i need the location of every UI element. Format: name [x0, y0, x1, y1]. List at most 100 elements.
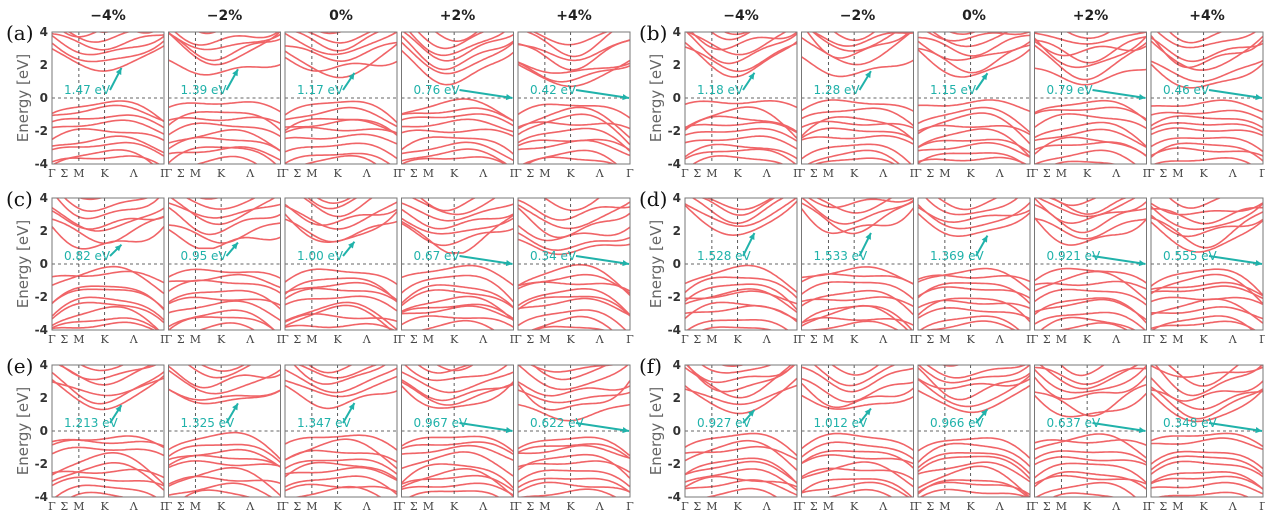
gap-arrow-head — [981, 73, 988, 81]
band-line — [52, 45, 164, 72]
band-line — [918, 282, 1030, 305]
k-point-label: Γ — [48, 500, 56, 513]
k-point-label: Γ — [160, 500, 168, 513]
band-line — [1154, 365, 1263, 397]
band-line — [401, 148, 508, 164]
band-line — [518, 238, 630, 256]
band-line — [801, 56, 914, 78]
band-line — [401, 463, 514, 489]
y-axis-label: Energy [eV] — [14, 54, 32, 142]
gap-arrow-head — [115, 405, 122, 413]
k-point-label: K — [734, 333, 743, 346]
band-line — [401, 107, 514, 122]
band-gap-label: 0.46 eV — [1163, 83, 1210, 97]
k-point-label: M — [539, 167, 550, 180]
band-line — [1034, 217, 1147, 246]
band-line — [918, 455, 1030, 480]
k-point-label: Γ — [626, 167, 634, 180]
k-point-label: Λ — [129, 500, 139, 513]
band-line — [518, 460, 630, 474]
k-point-label: Γ — [160, 333, 168, 346]
band-line — [285, 304, 393, 330]
y-tick-label: -2 — [668, 457, 681, 471]
band-gap-label: 1.15 eV — [930, 83, 977, 97]
band-line — [401, 214, 514, 254]
band-line — [918, 465, 1030, 497]
band-line — [1065, 32, 1111, 39]
k-point-label: K — [217, 500, 226, 513]
band-line — [685, 276, 797, 299]
band-line — [419, 319, 496, 330]
band-line — [719, 365, 745, 367]
band-line — [722, 32, 750, 36]
k-point-label: K — [217, 333, 226, 346]
k-point-label: Σ — [926, 500, 934, 513]
k-point-label: Γ — [798, 167, 806, 180]
band-line — [285, 295, 397, 312]
band-line — [518, 469, 630, 488]
band-line — [518, 121, 630, 130]
band-subplot: Γ Σ M K Λ Γ1.18 eV — [681, 31, 801, 180]
band-line — [918, 128, 1030, 158]
gap-arrow-head — [747, 409, 755, 417]
k-point-label: Γ — [798, 333, 806, 346]
k-point-label: Λ — [1228, 333, 1238, 346]
y-tick-label: 4 — [40, 358, 48, 372]
band-line — [1034, 198, 1147, 225]
y-tick-label: 0 — [40, 424, 48, 438]
subplot-frame — [1150, 31, 1264, 165]
band-line — [1151, 281, 1263, 297]
band-line — [801, 32, 913, 66]
band-line — [806, 320, 900, 330]
band-line — [518, 488, 618, 497]
subplot-frame — [684, 364, 798, 498]
band-line — [52, 119, 164, 135]
gap-arrow — [1208, 89, 1263, 99]
band-line — [801, 296, 914, 308]
k-point-label: Λ — [245, 500, 255, 513]
y-tick-label: 2 — [673, 224, 681, 238]
band-line — [285, 106, 397, 128]
band-line — [685, 42, 797, 73]
band-line — [518, 103, 630, 119]
band-line — [401, 379, 514, 402]
k-point-label: Γ — [48, 333, 56, 346]
k-point-label: Λ — [995, 167, 1005, 180]
band-line — [285, 201, 397, 230]
band-line — [285, 117, 397, 136]
y-tick-label: -2 — [35, 290, 48, 304]
band-line — [401, 136, 514, 155]
band-line — [200, 365, 246, 372]
band-line — [918, 442, 1030, 468]
band-line — [401, 35, 514, 71]
band-line — [401, 371, 514, 394]
band-line — [518, 127, 630, 152]
k-point-label: Σ — [410, 333, 418, 346]
band-line — [285, 56, 397, 72]
band-line — [401, 156, 507, 164]
band-line — [401, 118, 514, 133]
subplot-frame — [168, 364, 281, 498]
band-line — [518, 113, 630, 146]
band-line — [408, 32, 506, 57]
band-line — [285, 367, 397, 394]
y-tick-label: 4 — [40, 191, 48, 205]
band-line — [685, 365, 796, 384]
subplot-frame — [1150, 364, 1264, 498]
band-line — [518, 232, 630, 252]
band-line — [52, 114, 164, 129]
band-line — [518, 444, 630, 459]
band-line — [919, 315, 1021, 330]
band-line — [1034, 35, 1147, 69]
band-subplot: Γ Σ M K Λ Γ0.79 eV — [1031, 31, 1151, 180]
band-line — [408, 490, 500, 497]
k-point-label: K — [567, 333, 576, 346]
band-line — [1168, 198, 1222, 209]
band-line — [1034, 383, 1147, 417]
band-line — [401, 49, 514, 86]
band-line — [685, 200, 797, 237]
panel-label: (a) — [6, 21, 34, 45]
band-line — [401, 381, 514, 409]
band-line — [918, 299, 1030, 310]
band-line — [918, 112, 1030, 145]
